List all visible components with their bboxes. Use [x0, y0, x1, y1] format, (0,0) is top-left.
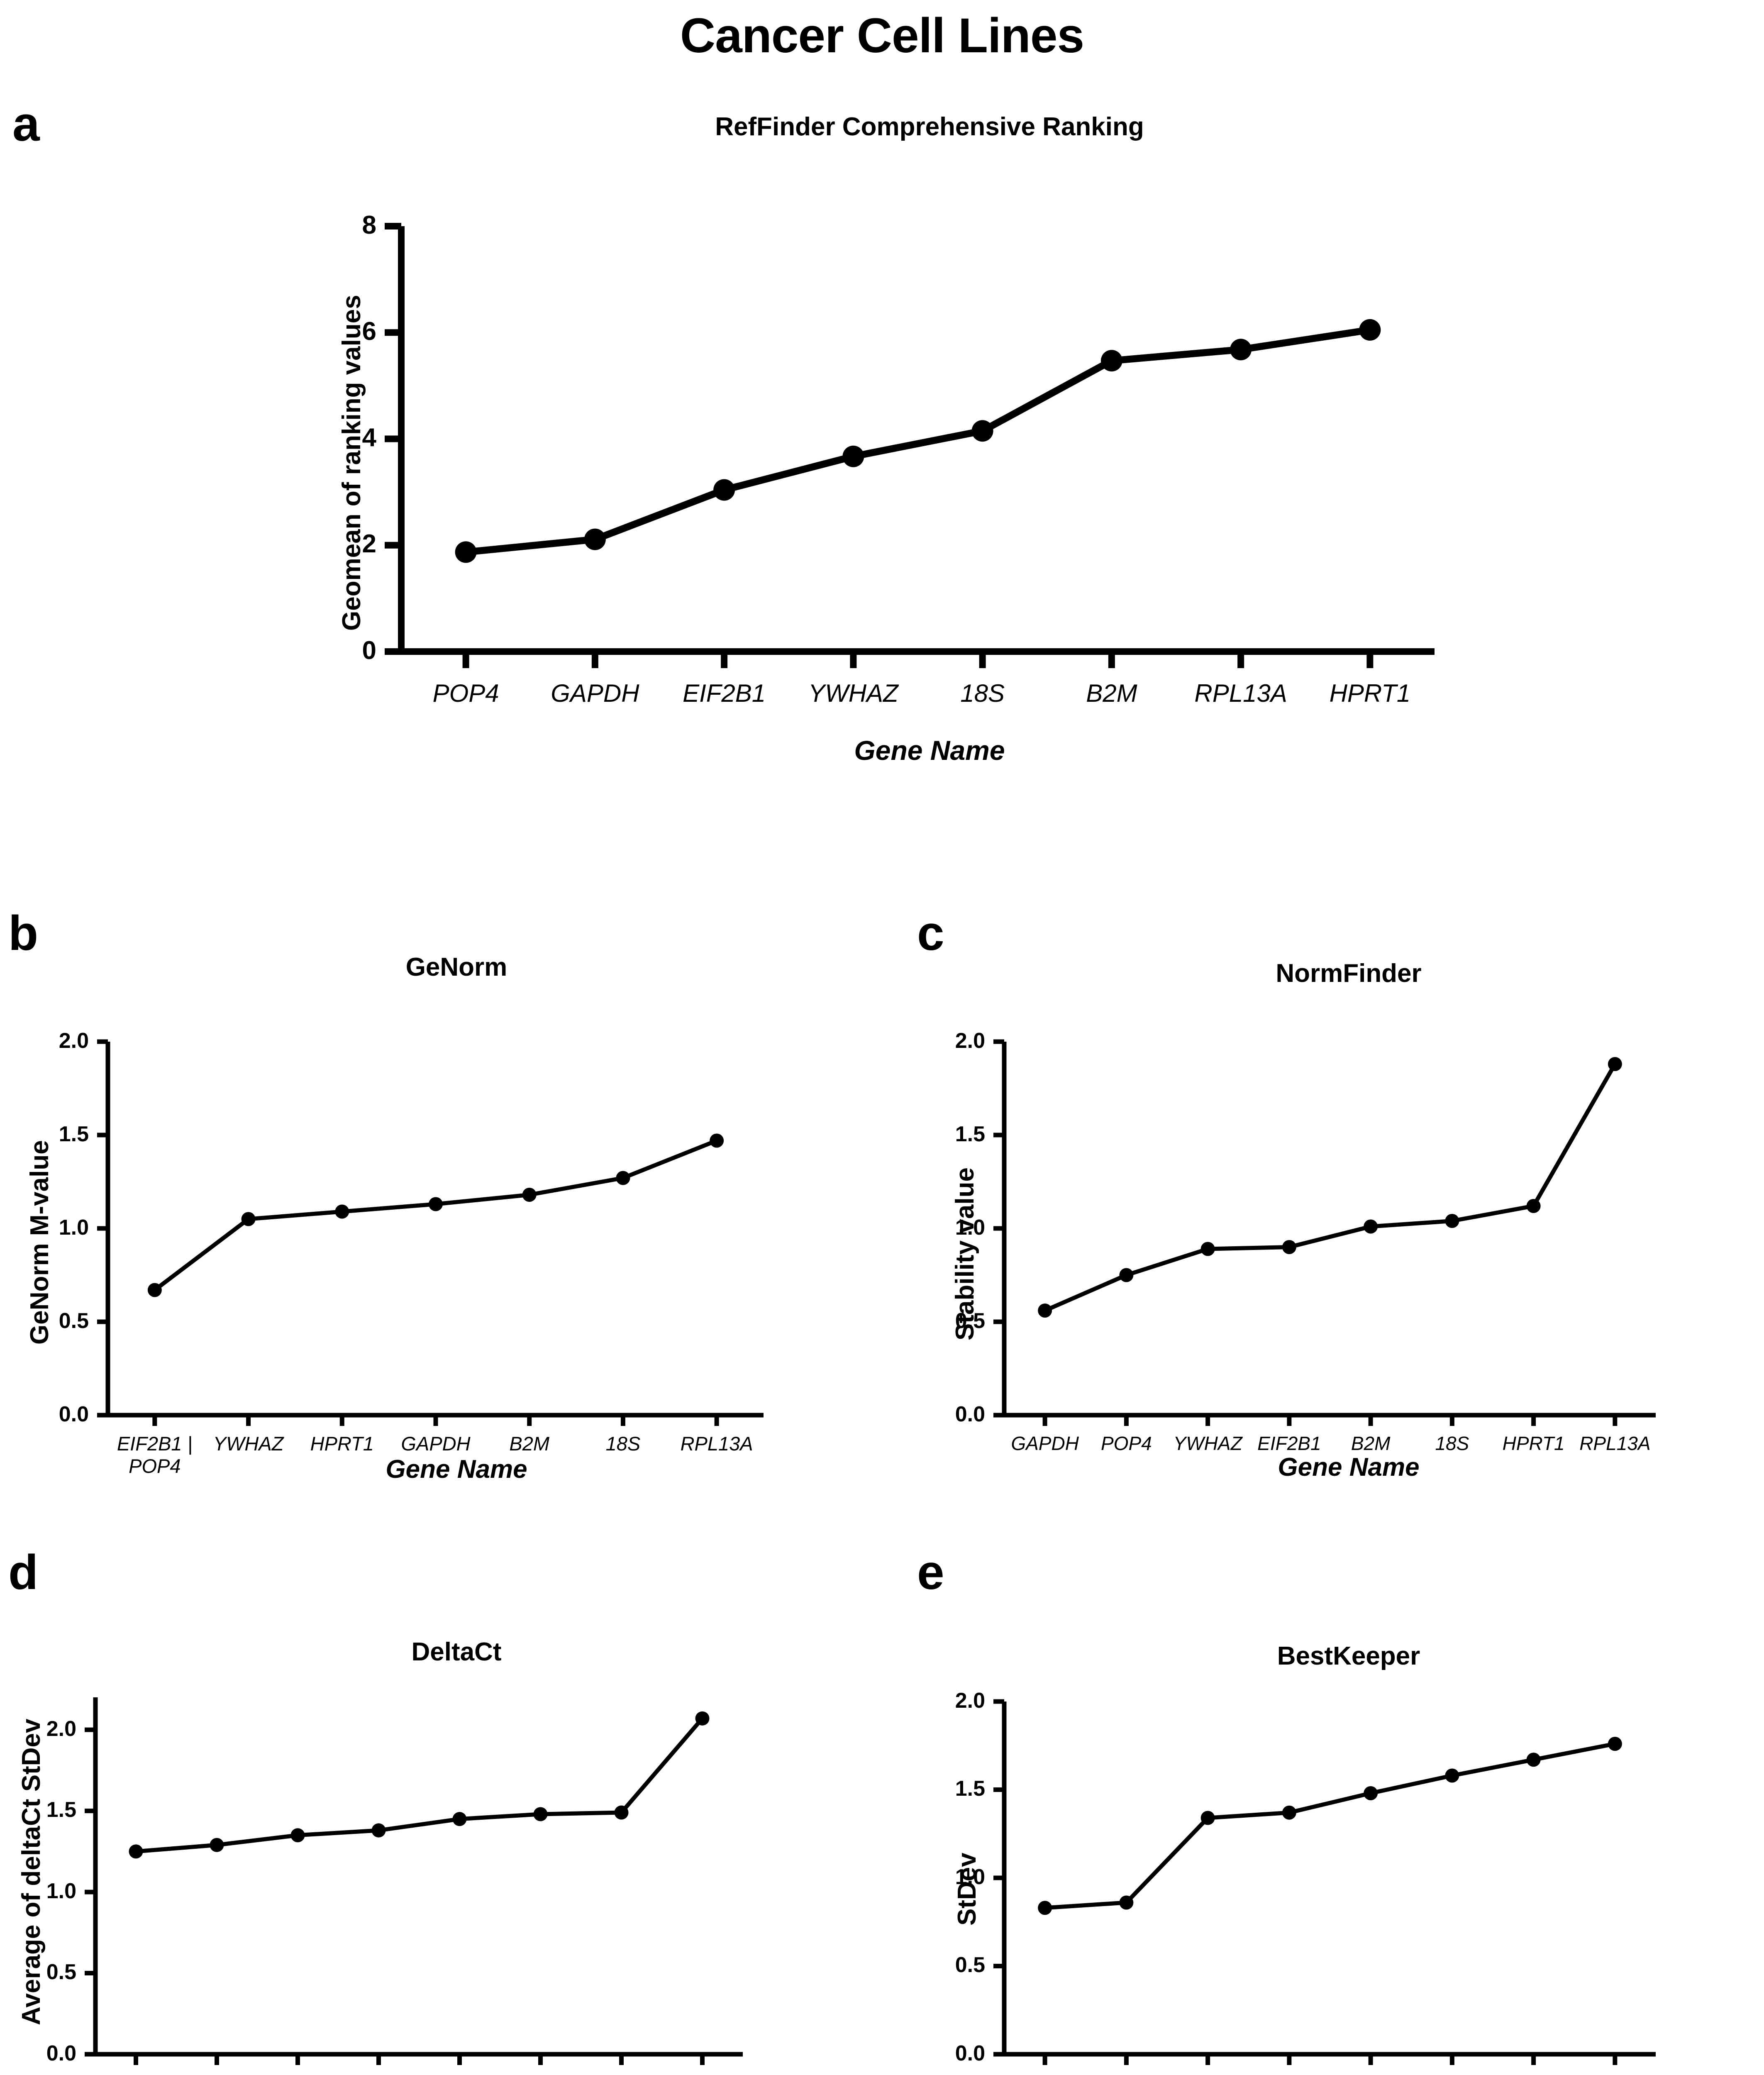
panel_c-xtick-label: 18S	[1435, 1433, 1469, 1454]
panel_e-xtick-label: B2M	[1403, 2072, 1501, 2075]
panel_b-xtick-label: GAPDH	[401, 1433, 471, 1455]
panel_d-xtick-label: 18S	[573, 2072, 670, 2075]
panel_b-xtick-label: HPRT1	[310, 1433, 374, 1455]
panel_e-xtick-label: GAPDH	[1240, 2072, 1338, 2075]
panel_b-xtick-label: RPL13A	[680, 1433, 753, 1455]
panel-d-title: DeltaCt	[411, 1638, 502, 1666]
panel-e-title: BestKeeper	[1277, 1642, 1420, 1670]
panel_c-xtick-label: EIF2B1	[1257, 1433, 1321, 1454]
panel_e-xtick-label: POP4	[1159, 2072, 1257, 2075]
panel_e-ytick-label: 0.5	[955, 1953, 985, 1977]
panel_b-xtick-label: B2M	[509, 1433, 550, 1455]
panel_e-ytick-label: 0.0	[955, 2041, 985, 2065]
panel_e-xtick-label: 18S	[996, 2072, 1094, 2075]
panel_b-ytick-label: 2.0	[59, 1028, 89, 1053]
panel_a-xtick-label: POP4	[432, 679, 499, 707]
panel_d-xtick-label: POP4	[168, 2072, 266, 2075]
panel_a-ytick-label: 2	[362, 530, 376, 559]
panel_a-xtick-label: B2M	[1086, 679, 1137, 707]
panel_c-ytick-label: 2.0	[955, 1028, 985, 1053]
panel_c-xtick-label: YWHAZ	[1173, 1433, 1242, 1454]
panel-letter-e: e	[917, 1545, 944, 1600]
panel_d-ytick-label: 0.5	[46, 1960, 76, 1985]
panel-c-title: NormFinder	[1276, 959, 1422, 988]
panel-b-xlabel: Gene Name	[385, 1455, 527, 1484]
panel_c-xtick-label: RPL13A	[1579, 1433, 1651, 1454]
panel_d-ytick-label: 1.5	[46, 1798, 76, 1822]
panel_e-xtick-label: RPL13A	[1078, 2072, 1176, 2075]
panel_a-xtick-label: GAPDH	[551, 679, 639, 707]
panel-b-title: GeNorm	[405, 953, 507, 981]
panel_a-xtick-label: EIF2B1	[683, 679, 766, 707]
panel_a-ytick-label: 4	[362, 423, 376, 452]
panel_c-xtick-label: B2M	[1351, 1433, 1391, 1454]
panel_d-xtick-label: GAPDH	[88, 2072, 185, 2075]
panel_b-xtick-label: EIF2B1 | POP4	[117, 1433, 193, 1477]
panel_a-ytick-label: 8	[362, 210, 376, 239]
panel_a-xtick-label: RPL13A	[1194, 679, 1287, 707]
panel-letter-d: d	[8, 1545, 39, 1600]
panel_d-xtick-label: HPRT1	[492, 2072, 589, 2075]
panel-letter-c: c	[917, 906, 944, 961]
panel_c-ytick-label: 0.5	[955, 1308, 985, 1333]
panel_a-xtick-label: HPRT1	[1329, 679, 1411, 707]
panel_d-xtick-label: B2M	[411, 2072, 508, 2075]
panel_e-ytick-label: 1.5	[955, 1777, 985, 1801]
panel_e-ytick-label: 2.0	[955, 1688, 985, 1713]
panel_b-ytick-label: 0.0	[59, 1402, 89, 1426]
panel_d-ytick-label: 1.0	[46, 1879, 76, 1903]
panel-a-xlabel: Gene Name	[854, 735, 1005, 766]
panel_a-xtick-label: YWHAZ	[808, 679, 898, 707]
panel_e-xtick-label: EIF2B1	[1485, 2072, 1583, 2075]
panel_b-ytick-label: 1.5	[59, 1122, 89, 1146]
panel_a-xtick-label: 18S	[960, 679, 1005, 707]
panel-letter-a: a	[12, 97, 40, 151]
figure-title: Cancer Cell Lines	[680, 8, 1084, 63]
panel_d-ytick-label: 0.0	[46, 2041, 76, 2065]
panel_c-ytick-label: 1.5	[955, 1122, 985, 1146]
panel-letter-b: b	[8, 906, 39, 961]
panel_c-xtick-label: POP4	[1101, 1433, 1152, 1454]
panel_b-ytick-label: 0.5	[59, 1308, 89, 1333]
panel_e-ytick-label: 1.0	[955, 1865, 985, 1889]
panel_c-ytick-label: 1.0	[955, 1215, 985, 1240]
panel_b-xtick-label: YWHAZ	[213, 1433, 284, 1455]
panel_e-xtick-label: YWHAZ	[1322, 2072, 1420, 2075]
panel_c-xtick-label: HPRT1	[1502, 1433, 1565, 1454]
panel-a-title: RefFinder Comprehensive Ranking	[715, 112, 1144, 141]
panel_a-ytick-label: 6	[362, 317, 376, 346]
panel_d-xtick-label: RPL13A	[654, 2072, 751, 2075]
panel_d-ytick-label: 2.0	[46, 1716, 76, 1741]
panel_c-ytick-label: 0.0	[955, 1402, 985, 1426]
panel_b-ytick-label: 1.0	[59, 1215, 89, 1240]
panel_a-ytick-label: 0	[362, 636, 376, 665]
panel_e-xtick-label: HPRT1	[1566, 2072, 1664, 2075]
panel_d-xtick-label: EIF2B1	[249, 2072, 346, 2075]
panel_c-xtick-label: GAPDH	[1011, 1433, 1079, 1454]
panel_d-xtick-label: YWHAZ	[330, 2072, 427, 2075]
panel-c-xlabel: Gene Name	[1278, 1453, 1420, 1482]
panel_b-xtick-label: 18S	[605, 1433, 641, 1455]
